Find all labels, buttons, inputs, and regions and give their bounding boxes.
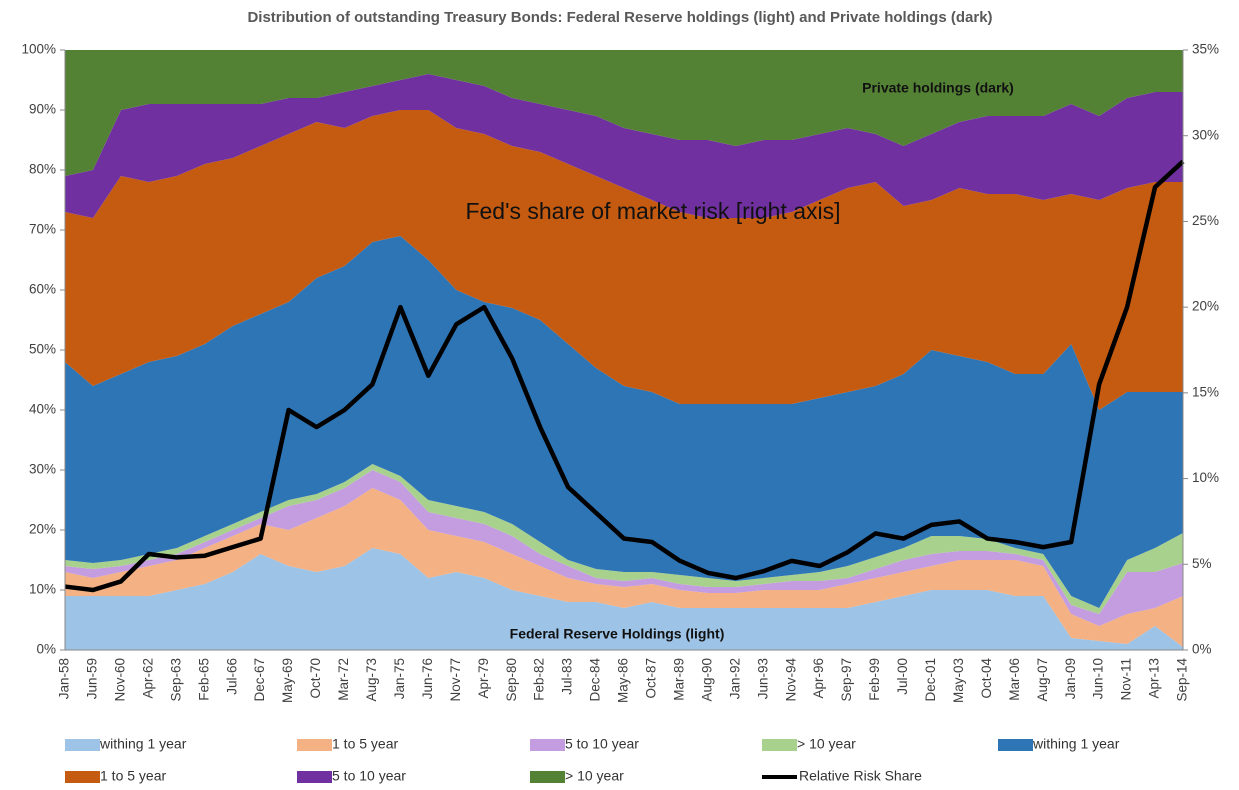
y-tick-label: 80% (29, 162, 56, 177)
x-tick-label: Oct-87 (644, 658, 659, 699)
y-tick-label: 70% (29, 222, 56, 237)
y-tick-label: 10% (29, 582, 56, 597)
annotation: Federal Reserve Holdings (light) (510, 626, 725, 642)
legend-label: withing 1 year (1032, 736, 1120, 752)
legend-label: > 10 year (797, 736, 856, 752)
y-tick-label: 50% (29, 342, 56, 357)
x-tick-label: Aug-73 (364, 658, 379, 702)
x-tick-label: Oct-04 (979, 658, 994, 699)
x-tick-label: Aug-07 (1035, 658, 1050, 702)
x-tick-label: Sep-14 (1175, 658, 1190, 702)
area (65, 50, 1183, 176)
legend-label: 1 to 5 year (332, 736, 398, 752)
x-tick-label: Apr-96 (811, 658, 826, 699)
y-tick-label: 20% (29, 522, 56, 537)
y2-tick-label: 0% (1192, 642, 1212, 657)
x-tick-label: Jan-09 (1063, 658, 1078, 699)
line (64, 159, 1185, 593)
legend-label: 5 to 10 year (332, 768, 406, 784)
x-tick-label: Feb-99 (867, 658, 882, 701)
area (65, 236, 1183, 608)
y2-tick-label: 30% (1192, 127, 1219, 142)
legend-label: > 10 year (565, 768, 624, 784)
x-tick-label: Aug-90 (699, 658, 714, 702)
y-tick-label: 100% (21, 42, 56, 57)
x-tick-label: May-69 (280, 658, 295, 703)
legend-label: 1 to 5 year (100, 768, 166, 784)
area (65, 548, 1183, 650)
y-tick-label: 0% (36, 642, 56, 657)
legend-label: 5 to 10 year (565, 736, 639, 752)
x-tick-label: Jun-10 (1091, 658, 1106, 699)
area (65, 74, 1183, 218)
x-tick-label: Apr-79 (476, 658, 491, 699)
x-tick-label: Nov-77 (448, 658, 463, 702)
x-tick-label: Dec-01 (923, 658, 938, 702)
y2-tick-label: 10% (1192, 470, 1219, 485)
x-tick-label: Dec-67 (252, 658, 267, 702)
y2-tick-label: 35% (1192, 42, 1219, 57)
y-tick-label: 30% (29, 462, 56, 477)
x-tick-label: Feb-65 (196, 658, 211, 701)
annotation: Private holdings (dark) (862, 80, 1014, 96)
x-tick-label: Oct-70 (308, 658, 323, 699)
x-tick-label: Nov-60 (112, 658, 127, 702)
x-tick-label: Apr-13 (1147, 658, 1162, 699)
x-tick-label: Feb-82 (532, 658, 547, 701)
y2-tick-label: 20% (1192, 299, 1219, 314)
x-tick-label: Sep-97 (839, 658, 854, 702)
y-tick-label: 60% (29, 282, 56, 297)
area (65, 470, 1183, 626)
x-tick-label: May-86 (616, 658, 631, 703)
legend-swatch (297, 739, 332, 751)
plot-area (64, 50, 1185, 650)
x-tick-label: Sep-80 (504, 658, 519, 702)
x-tick-label: Mar-06 (1007, 658, 1022, 701)
x-tick-label: Jun-59 (85, 658, 100, 699)
x-tick-label: Dec-84 (588, 658, 603, 702)
x-tick-label: Mar-89 (671, 658, 686, 701)
x-tick-label: Jan-75 (392, 658, 407, 699)
legend-swatch (530, 771, 565, 783)
x-tick-label: Jun-76 (420, 658, 435, 699)
legend-label: Relative Risk Share (799, 768, 922, 784)
x-tick-label: Jan-92 (727, 658, 742, 699)
x-tick-label: Mar-72 (336, 658, 351, 701)
x-tick-label: May-03 (951, 658, 966, 703)
legend-label: withing 1 year (99, 736, 187, 752)
x-tick-label: Apr-62 (140, 658, 155, 699)
x-tick-label: Jan-58 (57, 658, 72, 699)
x-tick-label: Sep-63 (168, 658, 183, 702)
area (65, 488, 1183, 647)
y-tick-label: 90% (29, 102, 56, 117)
y2-tick-label: 25% (1192, 213, 1219, 228)
chart-title: Distribution of outstanding Treasury Bon… (247, 9, 992, 26)
y2-tick-label: 15% (1192, 384, 1219, 399)
legend-swatch (65, 771, 100, 783)
x-tick-label: Jun-93 (755, 658, 770, 699)
y-tick-label: 40% (29, 402, 56, 417)
area (65, 464, 1183, 614)
y2-tick-label: 5% (1192, 556, 1212, 571)
x-tick-label: Jul-66 (224, 658, 239, 695)
x-tick-label: Nov-94 (783, 658, 798, 702)
annotation: Fed's share of market risk [right axis] (465, 198, 840, 224)
legend-swatch (65, 739, 100, 751)
legend-swatch (297, 771, 332, 783)
x-tick-label: Nov-11 (1119, 658, 1134, 701)
legend-swatch (530, 739, 565, 751)
legend-swatch (762, 739, 797, 751)
area (65, 110, 1183, 410)
legend-swatch (998, 739, 1033, 751)
x-tick-label: Jul-83 (560, 658, 575, 695)
x-tick-label: Jul-00 (895, 658, 910, 695)
